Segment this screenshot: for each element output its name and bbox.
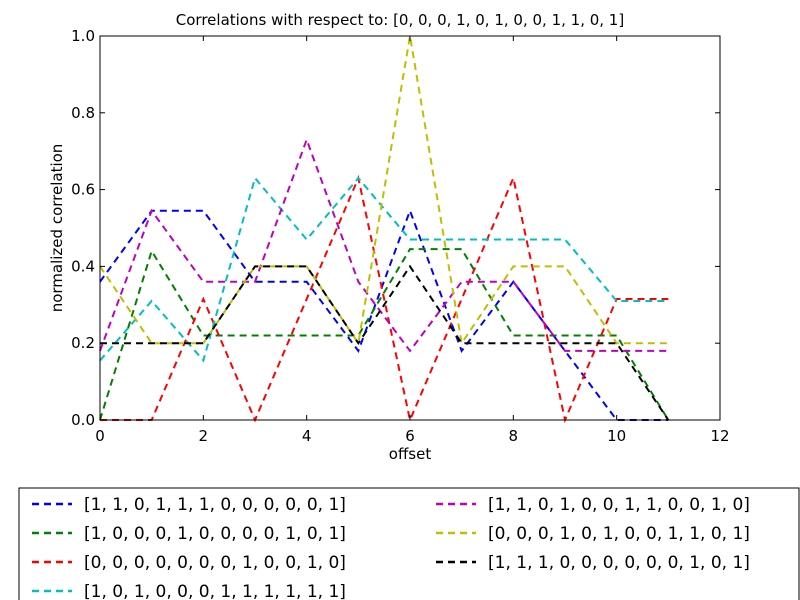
x-tick-label: 8	[509, 427, 519, 445]
legend-label: [1, 1, 0, 1, 1, 1, 0, 0, 0, 0, 0, 1]	[84, 495, 346, 515]
y-tick-label: 0.8	[71, 104, 95, 122]
y-tick-label: 1.0	[71, 27, 95, 45]
x-tick-label: 4	[302, 427, 312, 445]
series-line-3	[100, 174, 669, 424]
series-line-6	[99, 35, 669, 346]
series-line-1	[99, 207, 669, 421]
legend: [1, 1, 0, 1, 1, 1, 0, 0, 0, 0, 0, 1] [1, …	[18, 487, 800, 600]
legend-label: [0, 0, 0, 0, 0, 0, 0, 1, 0, 0, 1, 0]	[84, 553, 346, 573]
series-line-4	[99, 175, 669, 363]
y-axis: 0.0 0.2 0.4 0.6 0.8 1.0	[71, 27, 720, 429]
plot-frame	[99, 35, 721, 421]
x-tick-label: 12	[710, 427, 729, 445]
legend-label: [1, 1, 1, 0, 0, 0, 0, 0, 0, 1, 0, 1]	[488, 553, 750, 573]
legend-label: [0, 0, 0, 1, 0, 1, 0, 0, 1, 1, 0, 1]	[488, 524, 750, 544]
series-layer	[99, 35, 670, 424]
y-tick-label: 0.0	[71, 411, 95, 429]
y-tick-label: 0.6	[71, 181, 95, 199]
legend-label: [1, 1, 0, 1, 0, 0, 1, 1, 0, 0, 1, 0]	[488, 495, 750, 515]
x-tick-label: 10	[607, 427, 626, 445]
series-line-5	[99, 136, 669, 353]
legend-label: [1, 0, 1, 0, 0, 0, 1, 1, 1, 1, 1, 1]	[84, 582, 346, 600]
x-tick-label: 2	[199, 427, 209, 445]
x-axis-label: offset	[389, 445, 432, 463]
legend-label: [1, 0, 0, 0, 1, 0, 0, 0, 0, 1, 0, 1]	[84, 524, 346, 544]
y-tick-label: 0.2	[71, 334, 95, 352]
x-axis: 0 2 4 6 8 10 12	[95, 36, 730, 445]
chart-title: Correlations with respect to: [0, 0, 0, …	[176, 11, 624, 29]
legend-box	[18, 487, 800, 600]
x-tick-label: 0	[95, 427, 105, 445]
x-tick-label: 6	[405, 427, 415, 445]
series-line-2	[99, 248, 670, 421]
y-tick-label: 0.4	[71, 257, 95, 275]
y-axis-label: normalized correlation	[48, 144, 66, 313]
series-line-7	[100, 264, 670, 421]
